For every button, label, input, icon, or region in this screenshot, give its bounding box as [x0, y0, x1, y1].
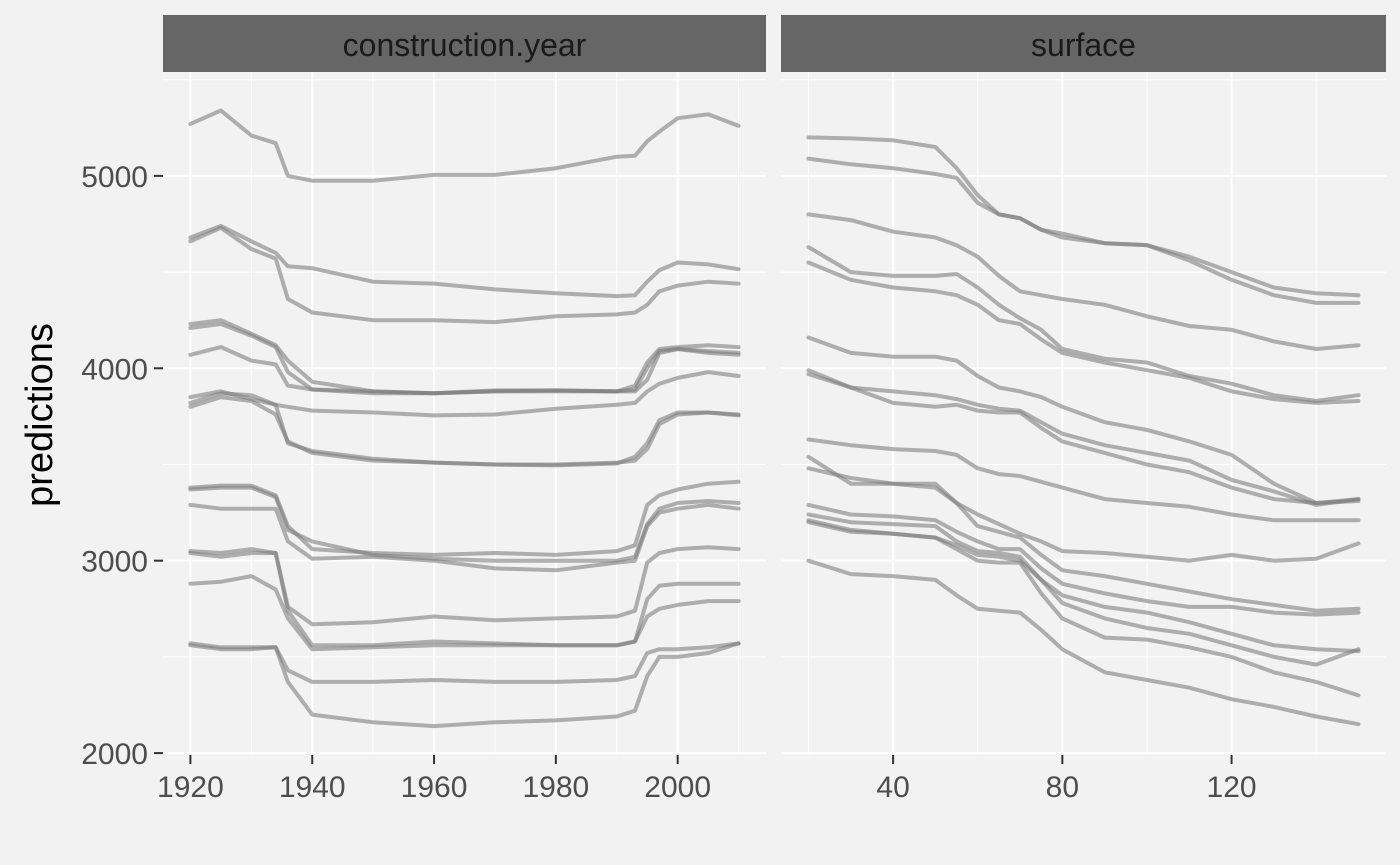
- series-line: [188, 574, 741, 652]
- series-line: [806, 520, 1361, 667]
- y-axis-ticks: 2000 3000 4000 5000: [81, 161, 163, 771]
- strip-background: [163, 15, 766, 72]
- series-line: [188, 391, 741, 468]
- x-tick-label: 1960: [401, 771, 468, 804]
- series-line: [806, 454, 1361, 563]
- series-line: [806, 437, 1361, 523]
- series-line: [188, 223, 741, 299]
- series-line: [188, 225, 741, 325]
- x-tick-label: 120: [1207, 771, 1257, 804]
- series-line: [806, 372, 1361, 505]
- grid-lines: [781, 72, 1386, 755]
- x-axis-ticks: 1920 1940 1960 1980 2000: [157, 755, 711, 804]
- series-line: [188, 108, 741, 183]
- series-line: [188, 345, 741, 396]
- y-tick-label: 5000: [81, 161, 148, 194]
- facet-panel-surface: surface 40 80 120: [781, 15, 1386, 804]
- series-line: [806, 466, 1361, 613]
- series-line: [806, 245, 1361, 403]
- series-lines: [806, 135, 1361, 727]
- series-line: [188, 641, 741, 729]
- x-tick-label: 1940: [279, 771, 346, 804]
- y-tick-label: 3000: [81, 546, 148, 579]
- x-tick-label: 1920: [157, 771, 224, 804]
- series-line: [806, 260, 1361, 405]
- series-lines: [188, 108, 741, 729]
- series-line: [806, 212, 1361, 351]
- series-line: [806, 502, 1361, 617]
- series-line: [188, 485, 741, 563]
- strip-background: [781, 15, 1386, 72]
- x-tick-label: 1980: [522, 771, 589, 804]
- series-line: [806, 335, 1361, 505]
- x-tick-label: 80: [1046, 771, 1079, 804]
- strip-label-surface: surface: [1031, 27, 1136, 63]
- y-tick-label: 2000: [81, 738, 148, 771]
- series-line: [188, 502, 741, 573]
- strip-label-construction-year: construction.year: [343, 27, 587, 63]
- y-axis-title: predictions: [19, 323, 61, 507]
- series-line: [806, 558, 1361, 727]
- x-tick-label: 2000: [644, 771, 711, 804]
- series-line: [806, 156, 1361, 305]
- facet-panel-construction-year: construction.year 1920 1940 1960 1980 2000: [157, 15, 766, 804]
- x-tick-label: 40: [876, 771, 909, 804]
- x-axis-ticks: 40 80 120: [876, 755, 1257, 804]
- series-line: [806, 368, 1361, 507]
- y-tick-label: 4000: [81, 353, 148, 386]
